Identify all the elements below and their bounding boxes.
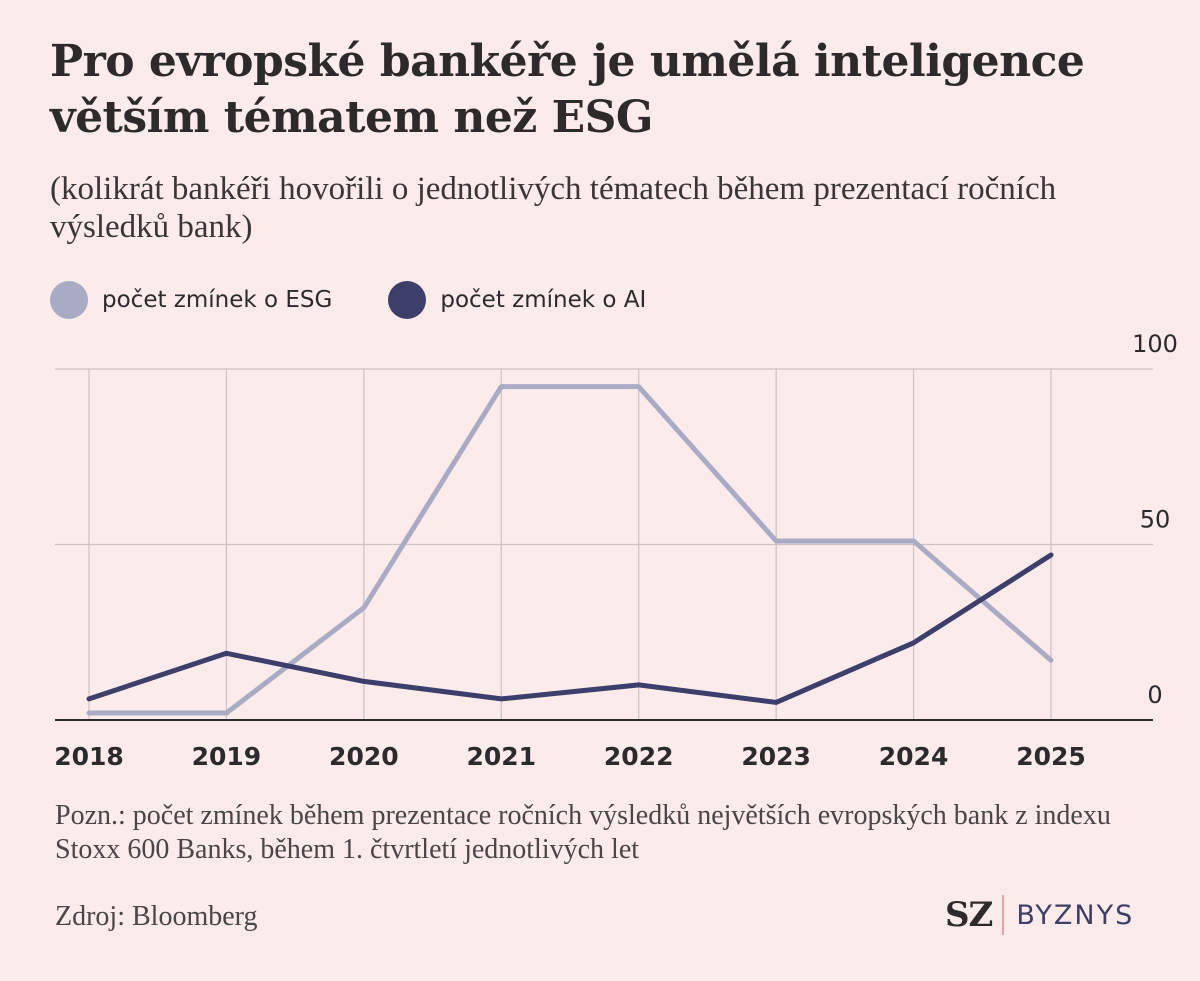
x-tick-label: 2020	[329, 742, 399, 771]
chart-title: Pro evropské bankéře je umělá inteligenc…	[50, 36, 1085, 143]
y-tick-label: 100	[1132, 330, 1178, 358]
legend-swatch-ai	[388, 281, 427, 319]
source-credit: Zdroj: Bloomberg	[55, 901, 258, 932]
x-tick-label: 2019	[192, 742, 262, 771]
x-tick-label: 2025	[1016, 742, 1086, 771]
logo-divider	[1002, 895, 1005, 935]
legend-label-ai: počet zmínek o AI	[440, 287, 647, 313]
publisher-logo: SZ BYZNYS	[945, 893, 1134, 937]
chart-subtitle: (kolikrát bankéři hovořili o jednotlivýc…	[50, 171, 1057, 245]
logo-byznys: BYZNYS	[1016, 899, 1135, 931]
x-tick-label: 2023	[741, 742, 811, 771]
legend: počet zmínek o ESG počet zmínek o AI	[50, 278, 702, 322]
series-line-esg	[86, 384, 1054, 716]
x-tick-label: 2021	[466, 742, 536, 771]
x-tick-label: 2018	[54, 742, 124, 771]
legend-label-esg: počet zmínek o ESG	[102, 287, 333, 313]
series-lines	[86, 384, 1054, 716]
gridlines	[55, 368, 1153, 721]
y-tick-label: 50	[1140, 506, 1171, 534]
line-chart: 0 50 100 2018 2019 2020 2021 2022 2023 2024 2025	[54, 330, 1178, 771]
legend-swatch-esg	[50, 281, 88, 319]
legend-item-ai: počet zmínek o AI	[388, 281, 646, 319]
footnote: Pozn.: počet zmínek během prezentace roč…	[55, 800, 1111, 865]
legend-item-esg: počet zmínek o ESG	[50, 281, 332, 319]
y-tick-label: 0	[1147, 681, 1162, 709]
series-line-ai	[86, 552, 1054, 705]
y-tick-labels: 0 50 100	[1132, 330, 1178, 709]
logo-sz: SZ	[945, 895, 993, 935]
x-tick-label: 2022	[604, 742, 674, 771]
x-tick-labels: 2018 2019 2020 2021 2022 2023 2024 2025	[54, 742, 1086, 771]
x-tick-label: 2024	[879, 742, 949, 771]
